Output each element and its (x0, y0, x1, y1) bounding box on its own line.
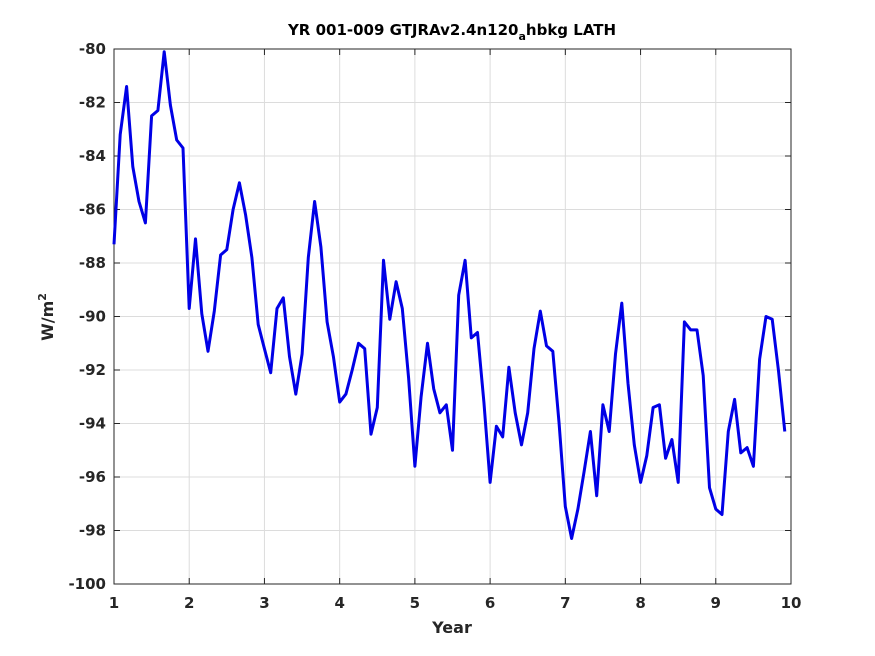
y-tick-label: -90 (79, 308, 106, 326)
x-tick-label: 5 (410, 594, 420, 612)
y-tick-label: -94 (79, 415, 106, 433)
y-tick-label: -86 (79, 201, 106, 219)
x-tick-label: 8 (635, 594, 645, 612)
x-tick-label: 4 (334, 594, 344, 612)
chart-title-main: YR 001-009 GTJRAv2.4n120 (287, 21, 519, 39)
x-axis-label: Year (431, 618, 472, 637)
chart-title: YR 001-009 GTJRAv2.4n120ahbkg LATH (287, 21, 616, 43)
x-tick-label: 10 (781, 594, 802, 612)
grid-lines (113, 48, 792, 585)
y-tick-label: -80 (79, 40, 106, 58)
y-tick-label: -100 (68, 575, 106, 593)
series-line (112, 50, 787, 540)
y-tick-labels: -80 -82 -84 -86 -88 -90 -92 -94 -96 -98 -100 (68, 40, 106, 593)
chart-title-suffix: hbkg LATH (526, 21, 616, 39)
y-axis-label: W/m2 (36, 293, 57, 341)
axis-ticks (113, 48, 792, 585)
y-axis-label-main: W/m (38, 301, 57, 341)
chart-title-subscript: a (518, 30, 525, 43)
x-tick-label: 6 (485, 594, 495, 612)
y-tick-label: -98 (79, 522, 106, 540)
y-tick-label: -88 (79, 254, 106, 272)
x-tick-label: 2 (184, 594, 194, 612)
x-tick-label: 7 (560, 594, 570, 612)
x-tick-labels: 1 2 3 4 5 6 7 8 9 10 (109, 594, 802, 612)
x-tick-label: 3 (259, 594, 269, 612)
x-tick-label: 1 (109, 594, 119, 612)
y-axis-label-superscript: 2 (36, 293, 49, 301)
y-tick-label: -96 (79, 468, 106, 486)
x-tick-label: 9 (711, 594, 721, 612)
y-tick-label: -82 (79, 94, 106, 112)
y-tick-label: -84 (79, 147, 106, 165)
y-tick-label: -92 (79, 361, 106, 379)
